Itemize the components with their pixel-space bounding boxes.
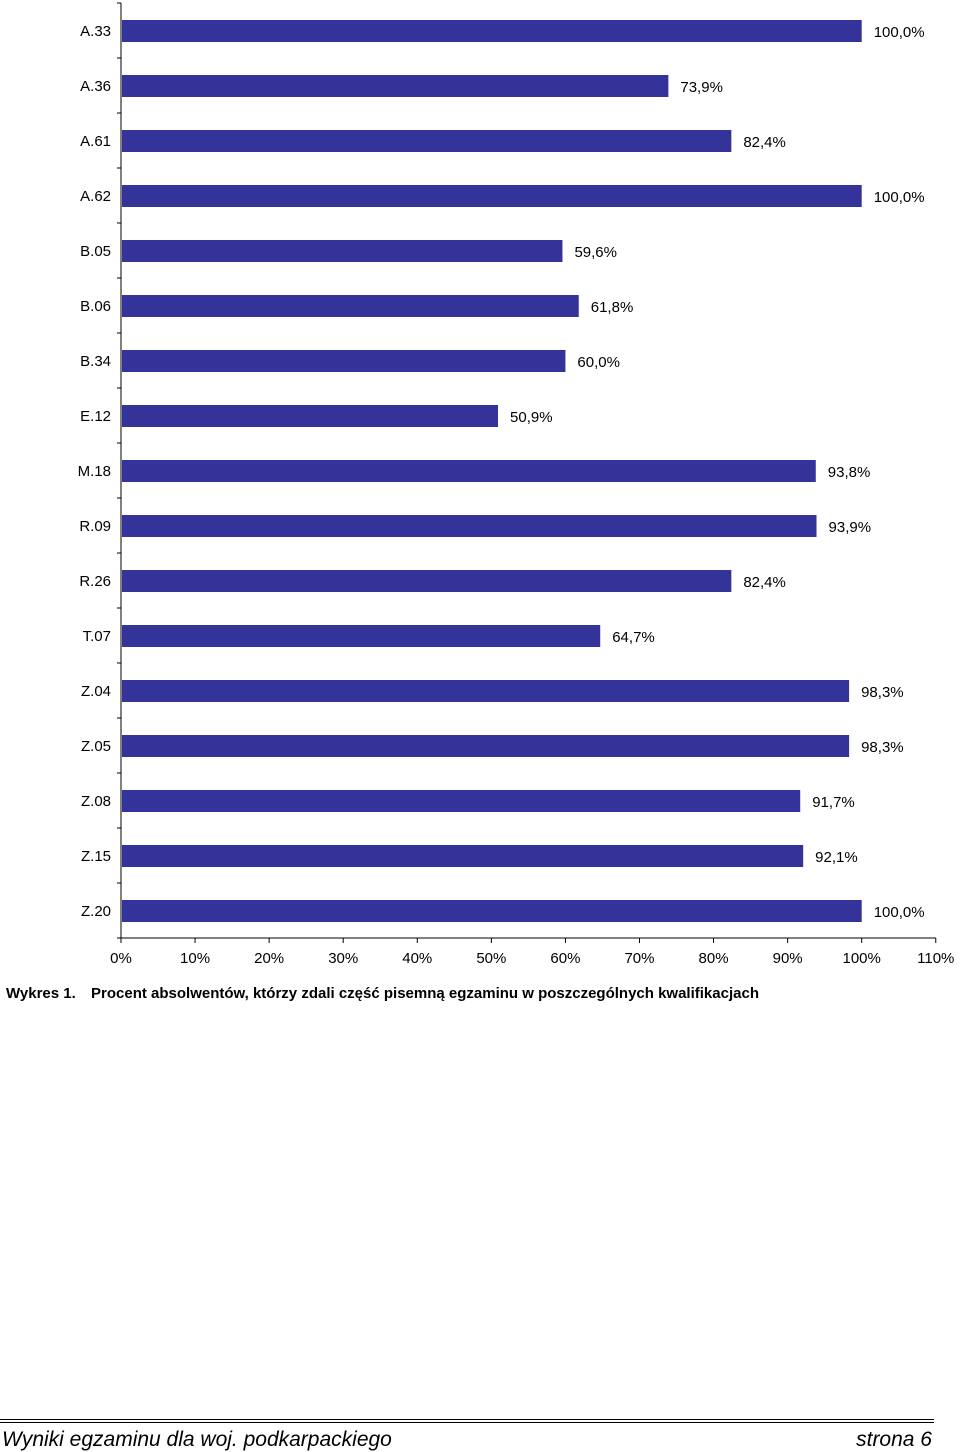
data-label: 60,0% xyxy=(577,354,620,371)
category-label: A.36 xyxy=(80,78,111,95)
footer-page-number: strona 6 xyxy=(856,1428,932,1451)
bar xyxy=(122,185,862,207)
category-label: B.05 xyxy=(80,243,111,260)
footer-divider xyxy=(0,1419,934,1420)
category-label: T.07 xyxy=(83,628,111,645)
chart-caption: Wykres 1. Procent absolwentów, którzy zda… xyxy=(6,985,759,1002)
data-label: 100,0% xyxy=(874,904,925,921)
data-label: 50,9% xyxy=(510,409,553,426)
data-label: 92,1% xyxy=(815,849,858,866)
x-tick-label: 90% xyxy=(773,950,803,967)
caption-number: Wykres 1. xyxy=(6,985,76,1002)
data-label: 100,0% xyxy=(874,24,925,41)
x-tick-label: 60% xyxy=(550,950,580,967)
x-tick-label: 40% xyxy=(402,950,432,967)
bar xyxy=(122,515,817,537)
data-label: 82,4% xyxy=(743,574,786,591)
x-tick-label: 30% xyxy=(328,950,358,967)
category-label: Z.08 xyxy=(81,793,111,810)
bar xyxy=(122,735,850,757)
bar xyxy=(122,900,862,922)
category-label: Z.20 xyxy=(81,903,111,920)
bar xyxy=(122,350,566,372)
bar xyxy=(122,460,816,482)
bar xyxy=(122,130,732,152)
bar xyxy=(122,405,499,427)
category-label: Z.15 xyxy=(81,848,111,865)
category-label: Z.04 xyxy=(81,683,111,700)
footer-title: Wyniki egzaminu dla woj. podkarpackiego xyxy=(2,1428,392,1451)
footer-divider-inner xyxy=(0,1422,934,1423)
caption-text: Procent absolwentów, którzy zdali część … xyxy=(91,985,759,1002)
bar xyxy=(122,790,801,812)
bar-chart: A.33 100,0% A.36 73,9% A.61 82,4% A.62 100,0% B.… xyxy=(78,2,954,967)
category-label: A.61 xyxy=(80,133,111,150)
category-label: E.12 xyxy=(80,408,111,425)
data-label: 100,0% xyxy=(874,189,925,206)
category-label: R.09 xyxy=(79,518,111,535)
bar xyxy=(122,20,862,42)
data-label: 82,4% xyxy=(743,134,786,151)
x-tick-label: 100% xyxy=(843,950,881,967)
category-label: B.34 xyxy=(80,353,111,370)
data-label: 91,7% xyxy=(812,794,855,811)
category-label: Z.05 xyxy=(81,738,111,755)
bar xyxy=(122,570,732,592)
bar xyxy=(122,625,601,647)
bar xyxy=(122,75,669,97)
x-tick-label: 50% xyxy=(476,950,506,967)
category-label: R.26 xyxy=(79,573,111,590)
data-label: 64,7% xyxy=(612,629,655,646)
x-tick-label: 80% xyxy=(699,950,729,967)
x-tick-label: 110% xyxy=(917,950,954,967)
category-label: A.62 xyxy=(80,188,111,205)
bar xyxy=(122,680,850,702)
data-label: 59,6% xyxy=(574,244,617,261)
x-tick-label: 10% xyxy=(180,950,210,967)
data-label: 61,8% xyxy=(591,299,634,316)
data-label: 98,3% xyxy=(861,739,904,756)
x-tick-label: 0% xyxy=(110,950,132,967)
bar xyxy=(122,295,579,317)
x-tick-label: 20% xyxy=(254,950,284,967)
data-label: 73,9% xyxy=(680,79,723,96)
data-label: 93,8% xyxy=(828,464,871,481)
category-label: B.06 xyxy=(80,298,111,315)
bar xyxy=(122,240,563,262)
x-tick-label: 70% xyxy=(624,950,654,967)
bar xyxy=(122,845,804,867)
data-label: 98,3% xyxy=(861,684,904,701)
category-label: A.33 xyxy=(80,23,111,40)
category-label: M.18 xyxy=(78,463,111,480)
data-label: 93,9% xyxy=(829,519,872,536)
